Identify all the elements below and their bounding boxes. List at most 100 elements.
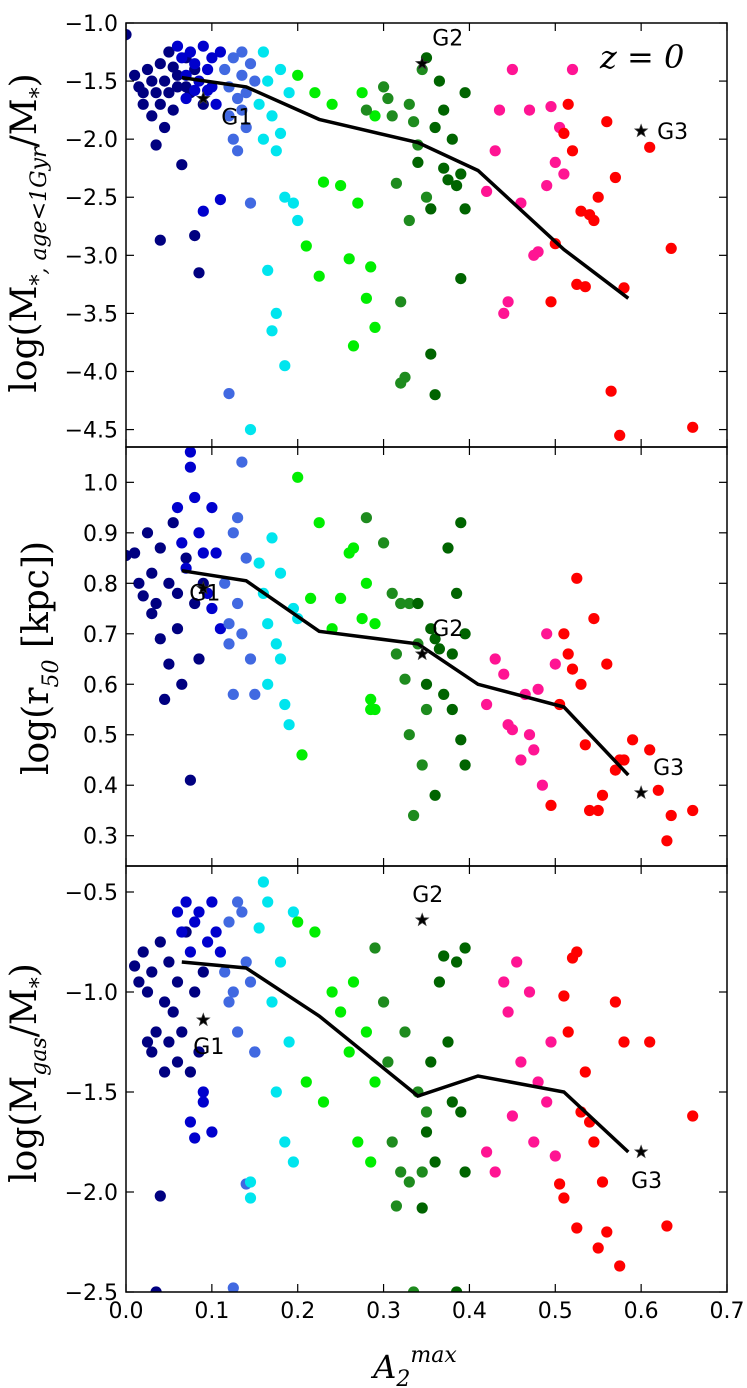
data-point-bin3 xyxy=(236,104,248,116)
data-point-bin1 xyxy=(141,986,154,998)
data-point-bin8 xyxy=(498,668,510,680)
galaxy-marker-g2 xyxy=(414,56,430,70)
data-point-bin3 xyxy=(219,966,231,978)
data-point-bin2 xyxy=(184,946,196,958)
data-point-bin3 xyxy=(232,512,244,524)
data-point-bin3 xyxy=(236,69,248,81)
data-point-bin6 xyxy=(403,98,415,110)
data-point-bin9 xyxy=(652,784,664,796)
data-point-bin2 xyxy=(176,537,188,549)
data-point-bin1 xyxy=(167,104,179,116)
data-point-bin7 xyxy=(433,643,445,655)
data-point-bin9 xyxy=(554,1178,566,1190)
data-point-bin1 xyxy=(154,1190,166,1202)
data-point-bin5 xyxy=(292,916,304,928)
data-point-bin4 xyxy=(266,110,278,122)
data-point-bin6 xyxy=(403,1176,415,1188)
data-point-bin8 xyxy=(532,246,544,258)
data-point-bin7 xyxy=(425,623,437,635)
xtick-label: 0.2 xyxy=(280,1299,315,1324)
data-point-bin1 xyxy=(171,976,184,988)
data-point-bin6 xyxy=(390,177,402,189)
data-point-bin4 xyxy=(279,1136,291,1148)
data-point-bin2 xyxy=(189,491,201,504)
data-point-bin5 xyxy=(369,1076,381,1088)
data-point-bin7 xyxy=(420,678,433,690)
data-point-bin9 xyxy=(592,191,604,203)
data-point-bin8 xyxy=(498,976,510,988)
data-point-bin3 xyxy=(236,456,248,468)
data-point-bin1 xyxy=(180,552,192,564)
data-point-bin6 xyxy=(420,1106,433,1118)
data-point-bin9 xyxy=(661,835,673,847)
data-point-bin4 xyxy=(266,996,278,1008)
data-point-bin4 xyxy=(287,197,299,209)
data-point-bin1 xyxy=(197,966,209,978)
data-point-bin1 xyxy=(137,590,149,602)
ylabel-bottom: log(Mgas/M*) xyxy=(4,963,52,1183)
data-point-bin9 xyxy=(571,278,583,290)
data-point-bin9 xyxy=(558,127,570,139)
data-point-bin6 xyxy=(360,512,372,524)
data-point-bin9 xyxy=(592,1242,604,1254)
data-point-bin9 xyxy=(575,678,587,690)
data-point-bin4 xyxy=(253,922,265,934)
ytick-label: 0.6 xyxy=(83,673,118,698)
data-point-bin8 xyxy=(549,156,561,168)
data-point-bin7 xyxy=(455,168,467,180)
data-point-bin6 xyxy=(369,942,381,954)
data-point-bin2 xyxy=(193,906,205,918)
data-point-bin9 xyxy=(562,1026,574,1038)
data-point-bin1 xyxy=(141,63,154,76)
ytick-label: −1.5 xyxy=(65,70,118,95)
data-point-bin7 xyxy=(455,517,467,529)
data-point-bin8 xyxy=(566,63,579,76)
data-point-bin2 xyxy=(214,46,226,58)
data-point-bin1 xyxy=(184,1066,196,1078)
data-point-bin6 xyxy=(403,214,415,227)
data-point-bin2 xyxy=(197,547,209,559)
data-point-bin7 xyxy=(446,133,458,145)
ytick-label: −3.0 xyxy=(65,244,118,269)
data-point-bin9 xyxy=(562,648,574,660)
data-point-bin2 xyxy=(206,602,218,615)
data-point-bin4 xyxy=(262,75,274,87)
data-point-bin1 xyxy=(137,87,149,99)
data-point-bin1 xyxy=(176,678,188,690)
data-point-bin8 xyxy=(541,180,553,192)
data-point-bin9 xyxy=(609,171,622,184)
data-point-bin9 xyxy=(596,1176,609,1188)
data-point-bin8 xyxy=(528,744,540,756)
data-point-bin9 xyxy=(687,421,699,433)
ytick-label: 0.7 xyxy=(83,623,118,648)
data-point-bin1 xyxy=(150,139,162,151)
data-point-bin1 xyxy=(163,46,175,58)
data-point-bin7 xyxy=(459,759,471,771)
data-point-bin4 xyxy=(257,46,269,58)
data-point-bin8 xyxy=(541,1096,553,1108)
data-point-bin9 xyxy=(618,282,630,294)
data-point-bin9 xyxy=(614,1260,626,1272)
data-point-bin8 xyxy=(528,1136,540,1148)
data-point-bin3 xyxy=(244,976,257,988)
data-point-bin2 xyxy=(171,502,184,514)
data-point-bin9 xyxy=(601,658,613,670)
galaxy-marker-g1 xyxy=(196,90,211,105)
data-point-bin1 xyxy=(150,1286,162,1292)
panel-bottom-frame xyxy=(125,865,728,1293)
median-line xyxy=(181,568,630,777)
data-point-bin5 xyxy=(343,253,355,265)
data-point-bin3 xyxy=(236,46,248,58)
data-point-bin7 xyxy=(455,1106,467,1118)
data-point-bin9 xyxy=(558,628,570,640)
data-point-bin8 xyxy=(489,653,501,665)
data-point-bin1 xyxy=(171,587,184,600)
data-point-bin1 xyxy=(150,597,162,610)
data-point-bin5 xyxy=(347,340,360,352)
data-point-bin2 xyxy=(184,1116,196,1128)
data-point-bin4 xyxy=(274,653,287,665)
data-point-bin8 xyxy=(545,101,557,113)
ytick-label: 0.8 xyxy=(83,572,118,597)
data-point-bin1 xyxy=(141,1036,154,1048)
data-point-bin3 xyxy=(232,597,244,610)
